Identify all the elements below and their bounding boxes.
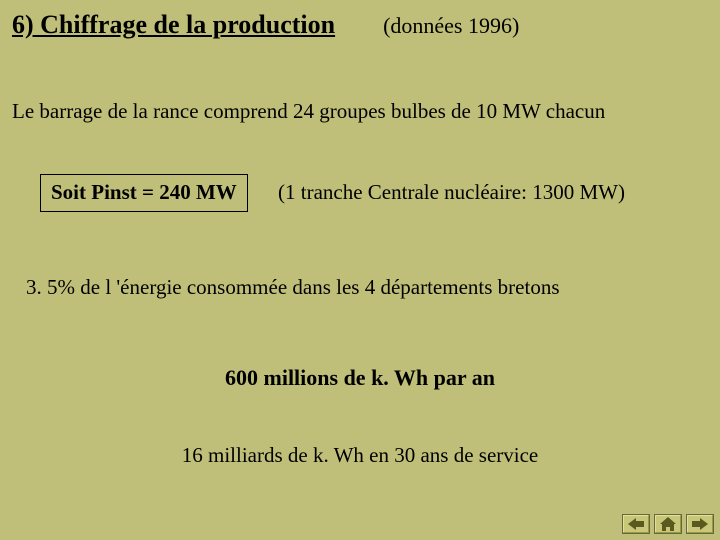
body-line-3: 600 millions de k. Wh par an [0,365,720,391]
nav-prev-button[interactable] [622,514,650,534]
body-line-4: 16 milliards de k. Wh en 30 ans de servi… [0,443,720,468]
nav-home-button[interactable] [654,514,682,534]
title-row: 6) Chiffrage de la production (données 1… [12,10,708,40]
highlight-box: Soit Pinst = 240 MW [40,174,248,212]
home-icon [660,517,676,531]
arrow-left-icon [628,518,644,530]
body-line-1: Le barrage de la rance comprend 24 group… [12,99,605,124]
arrow-right-icon [692,518,708,530]
slide-subtitle: (données 1996) [383,13,519,39]
nav-controls [622,514,714,534]
slide: 6) Chiffrage de la production (données 1… [0,0,720,540]
comparison-text: (1 tranche Centrale nucléaire: 1300 MW) [278,180,625,205]
slide-title: 6) Chiffrage de la production [12,10,335,40]
body-line-2: 3. 5% de l 'énergie consommée dans les 4… [26,275,560,300]
nav-next-button[interactable] [686,514,714,534]
